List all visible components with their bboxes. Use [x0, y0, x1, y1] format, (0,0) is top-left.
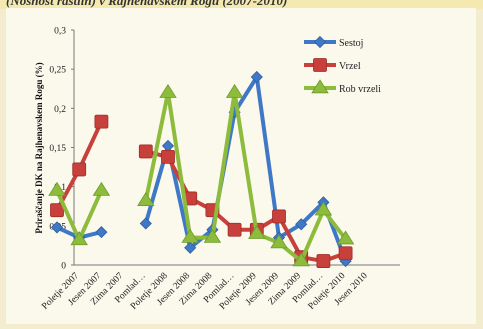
legend: Sestoj Vrzel Rob vrzeli	[304, 35, 381, 95]
data-point	[316, 254, 331, 268]
legend-label: Rob vrzeli	[339, 84, 381, 95]
data-point	[138, 144, 153, 159]
data-point	[248, 224, 266, 239]
data-point	[72, 162, 87, 177]
data-point	[203, 228, 222, 243]
series-rob-vrzeli	[48, 83, 355, 267]
data-point	[270, 234, 288, 249]
data-point	[50, 203, 64, 218]
legend-item: Sestoj	[304, 35, 363, 49]
y-tick-label: 0,25	[49, 66, 66, 76]
y-tick-label: 0,2	[54, 105, 66, 115]
legend-label: Vrzel	[339, 61, 361, 72]
data-point	[184, 241, 197, 254]
data-point	[225, 83, 244, 98]
data-point	[338, 246, 353, 261]
data-point	[159, 83, 177, 98]
data-point	[161, 139, 175, 152]
series-line	[143, 90, 348, 264]
y-tick-labels: 00,050,10,150,20,250,3	[49, 27, 66, 272]
legend-label: Sestoj	[339, 38, 363, 49]
data-point	[139, 217, 152, 230]
data-point	[137, 192, 155, 206]
data-point	[161, 149, 175, 164]
data-point	[272, 209, 286, 224]
y-tick-label: 0,3	[54, 27, 66, 37]
data-point	[181, 228, 199, 243]
legend-item: Vrzel	[304, 58, 361, 72]
y-tick-label: 0	[61, 262, 66, 272]
data-point	[227, 222, 242, 237]
y-tick-label: 0,15	[49, 144, 66, 154]
cropped-header-strip: (Nosnost rastlin) v Rajhenavskem Rogu (2…	[0, 0, 483, 9]
data-point	[313, 58, 327, 72]
data-point	[94, 114, 109, 129]
data-point	[336, 230, 355, 245]
legend-item: Rob vrzeli	[304, 79, 381, 95]
series-line	[143, 75, 348, 262]
data-point	[313, 35, 327, 49]
data-point	[295, 218, 308, 231]
y-axis-label: Priraščanje DK na Rajhenavskem Rogu (%)	[34, 62, 44, 233]
data-point	[250, 70, 263, 84]
data-point	[95, 226, 108, 239]
data-point	[70, 231, 88, 246]
data-point	[92, 181, 111, 196]
data-point	[48, 181, 66, 196]
data-point	[314, 201, 333, 216]
cropped-caption: (Nosnost rastlin) v Rajhenavskem Rogu (2…	[6, 0, 288, 8]
data-point	[50, 221, 64, 234]
data-point	[292, 252, 310, 267]
series-layer	[48, 70, 355, 268]
data-point	[311, 79, 329, 94]
